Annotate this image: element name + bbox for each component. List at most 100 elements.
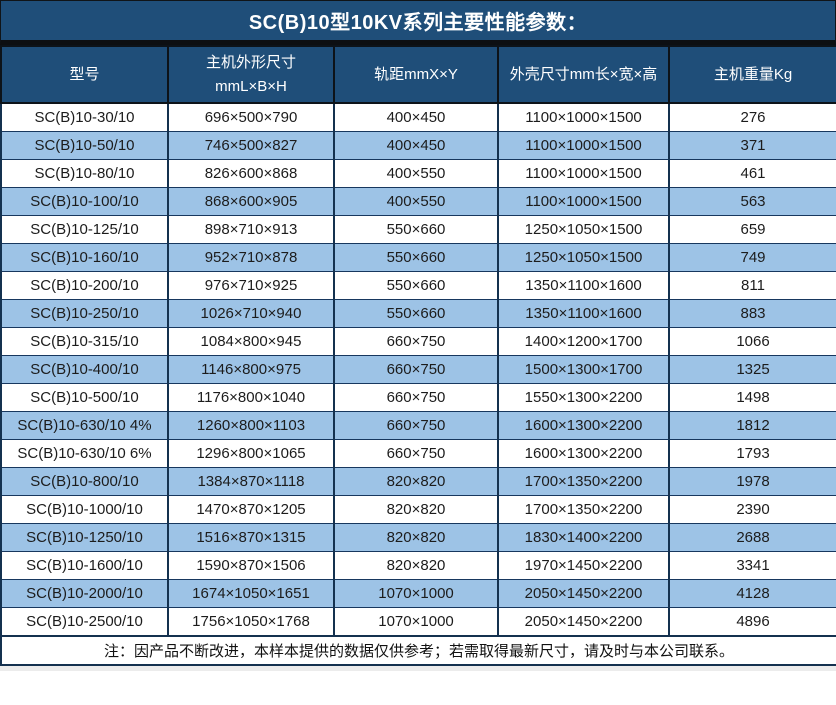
table-cell: 1400×1200×1700 [497,327,670,356]
table-cell: 550×660 [333,299,499,328]
table-cell: SC(B)10-500/10 [0,383,169,412]
table-cell: 1500×1300×1700 [497,355,670,384]
page-bottom-strip [0,666,836,671]
table-cell: 1100×1000×1500 [497,187,670,216]
table-cell: 660×750 [333,383,499,412]
table-cell: 660×750 [333,439,499,468]
spec-table: 型号 主机外形尺寸 mmL×B×H 轨距mmX×Y 外壳尺寸mm长×宽×高 主机… [0,45,836,666]
table-cell: SC(B)10-80/10 [0,159,169,188]
table-row: SC(B)10-630/10 6% 1296×800×1065 660×750 160… [0,439,836,468]
table-cell: SC(B)10-2500/10 [0,607,169,637]
footer-row: 注：因产品不断改进，本样本提供的数据仅供参考；若需取得最新尺寸，请及时与本公司联… [0,635,836,666]
table-row: SC(B)10-630/10 4% 1260×800×1103 660×750 160… [0,411,836,440]
table-cell: 820×820 [333,523,499,552]
table-cell: 746×500×827 [167,131,335,160]
header-row: 型号 主机外形尺寸 mmL×B×H 轨距mmX×Y 外壳尺寸mm长×宽×高 主机… [0,45,836,104]
table-cell: 1100×1000×1500 [497,159,670,188]
table-cell: 1756×1050×1768 [167,607,335,637]
table-cell: 1100×1000×1500 [497,131,670,160]
table-cell: SC(B)10-400/10 [0,355,169,384]
table-cell: 550×660 [333,271,499,300]
table-cell: 1590×870×1506 [167,551,335,580]
table-cell: SC(B)10-160/10 [0,243,169,272]
table-cell: SC(B)10-630/10 6% [0,439,169,468]
table-cell: 550×660 [333,243,499,272]
table-cell: 1325 [668,355,836,384]
table-cell: 2050×1450×2200 [497,579,670,608]
table-row: SC(B)10-1250/10 1516×870×1315 820×820 1830×… [0,523,836,552]
table-row: SC(B)10-315/10 1084×800×945 660×750 1400×12… [0,327,836,356]
table-row: SC(B)10-800/10 1384×870×1118 820×820 1700×1… [0,467,836,496]
table-cell: SC(B)10-125/10 [0,215,169,244]
table-cell: 659 [668,215,836,244]
column-header-model: 型号 [0,45,169,104]
table-row: SC(B)10-2000/10 1674×1050×1651 1070×1000 20… [0,579,836,608]
table-cell: SC(B)10-200/10 [0,271,169,300]
table-cell: 820×820 [333,467,499,496]
table-cell: 2390 [668,495,836,524]
table-cell: 461 [668,159,836,188]
table-cell: 1350×1100×1600 [497,271,670,300]
footer-note: 注：因产品不断改进，本样本提供的数据仅供参考；若需取得最新尺寸，请及时与本公司联… [0,635,836,666]
table-row: SC(B)10-2500/10 1756×1050×1768 1070×1000 20… [0,607,836,637]
table-cell: 811 [668,271,836,300]
table-cell: 1070×1000 [333,579,499,608]
table-cell: 1970×1450×2200 [497,551,670,580]
table-cell: 1260×800×1103 [167,411,335,440]
table-cell: SC(B)10-315/10 [0,327,169,356]
table-cell: 820×820 [333,551,499,580]
table-cell: SC(B)10-1250/10 [0,523,169,552]
table-cell: 1176×800×1040 [167,383,335,412]
table-cell: 400×450 [333,102,499,132]
table-footer: 注：因产品不断改进，本样本提供的数据仅供参考；若需取得最新尺寸，请及时与本公司联… [0,635,836,666]
table-cell: 1700×1350×2200 [497,495,670,524]
table-cell: SC(B)10-630/10 4% [0,411,169,440]
table-cell: 1600×1300×2200 [497,411,670,440]
column-header-weight: 主机重量Kg [668,45,836,104]
table-cell: 1084×800×945 [167,327,335,356]
table-cell: 898×710×913 [167,215,335,244]
table-row: SC(B)10-125/10 898×710×913 550×660 1250×105… [0,215,836,244]
table-cell: SC(B)10-2000/10 [0,579,169,608]
table-cell: 868×600×905 [167,187,335,216]
table-cell: 400×550 [333,159,499,188]
table-cell: 4128 [668,579,836,608]
table-cell: 1384×870×1118 [167,467,335,496]
table-cell: 3341 [668,551,836,580]
table-cell: 1146×800×975 [167,355,335,384]
table-cell: SC(B)10-30/10 [0,102,169,132]
table-cell: 1978 [668,467,836,496]
table-row: SC(B)10-250/10 1026×710×940 550×660 1350×11… [0,299,836,328]
table-row: SC(B)10-500/10 1176×800×1040 660×750 1550×1… [0,383,836,412]
table-cell: 1026×710×940 [167,299,335,328]
table-cell: 1070×1000 [333,607,499,637]
table-row: SC(B)10-1000/10 1470×870×1205 820×820 1700×… [0,495,836,524]
table-cell: SC(B)10-1600/10 [0,551,169,580]
table-cell: 1250×1050×1500 [497,215,670,244]
table-cell: 563 [668,187,836,216]
table-cell: 1498 [668,383,836,412]
table-cell: 1674×1050×1651 [167,579,335,608]
table-cell: 883 [668,299,836,328]
table-cell: 1250×1050×1500 [497,243,670,272]
table-cell: 660×750 [333,411,499,440]
column-header-shell-size: 外壳尺寸mm长×宽×高 [497,45,670,104]
table-cell: SC(B)10-100/10 [0,187,169,216]
page-title: SC(B)10型10KV系列主要性能参数： [0,0,836,45]
table-cell: 371 [668,131,836,160]
table-row: SC(B)10-80/10 826×600×868 400×550 1100×1000… [0,159,836,188]
table-row: SC(B)10-50/10 746×500×827 400×450 1100×1000… [0,131,836,160]
table-cell: 550×660 [333,215,499,244]
table-cell: 1470×870×1205 [167,495,335,524]
table-cell: SC(B)10-1000/10 [0,495,169,524]
table-cell: SC(B)10-50/10 [0,131,169,160]
table-body: SC(B)10-30/10 696×500×790 400×450 1100×1000… [0,102,836,637]
table-cell: 820×820 [333,495,499,524]
table-cell: 1100×1000×1500 [497,102,670,132]
table-cell: SC(B)10-250/10 [0,299,169,328]
table-cell: 1296×800×1065 [167,439,335,468]
table-cell: 1812 [668,411,836,440]
table-cell: 400×450 [333,131,499,160]
table-row: SC(B)10-200/10 976×710×925 550×660 1350×110… [0,271,836,300]
